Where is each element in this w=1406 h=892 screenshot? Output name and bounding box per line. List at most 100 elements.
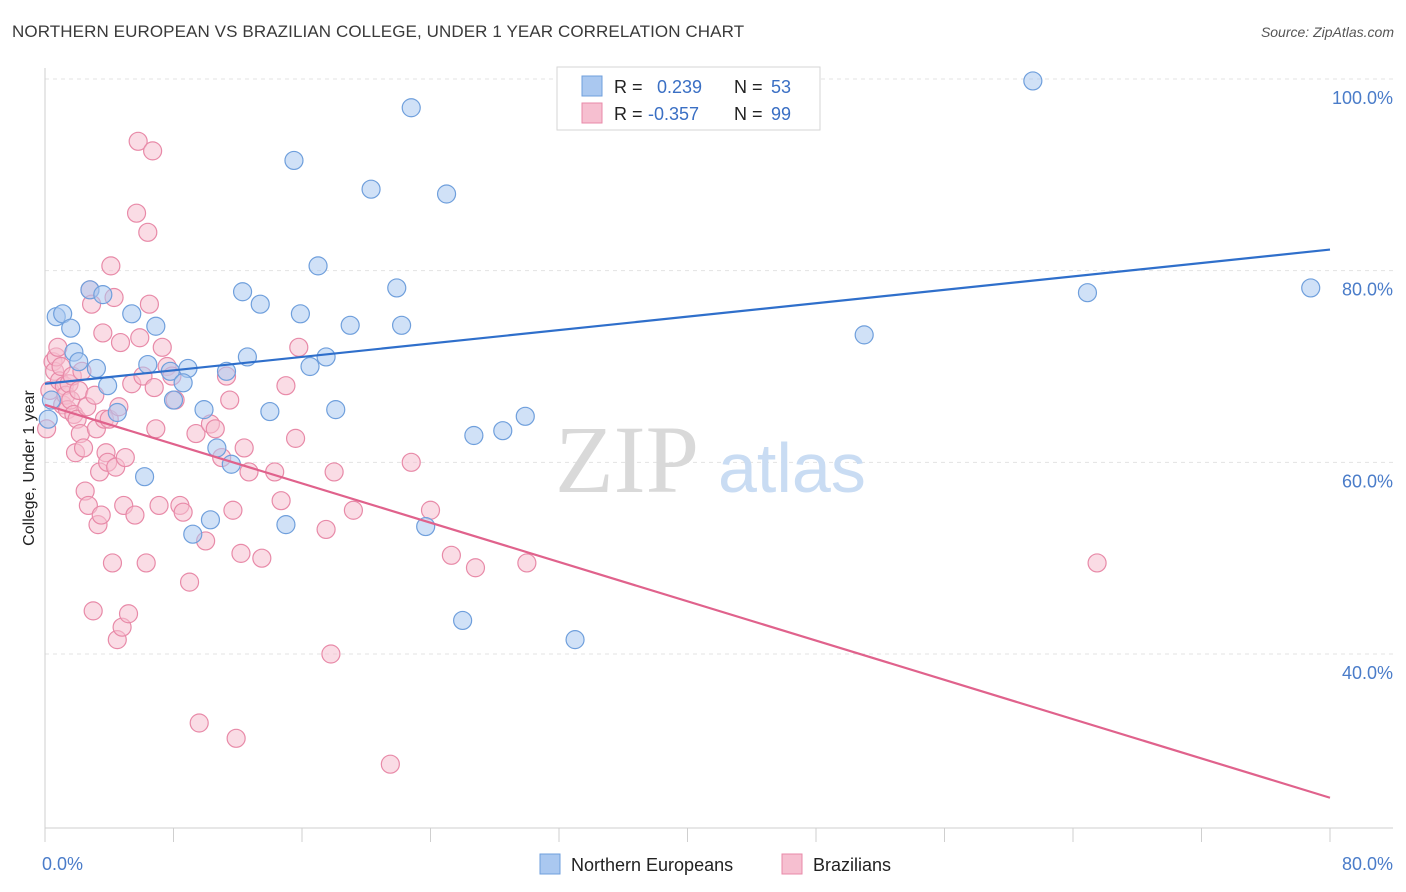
point-brazilian bbox=[517, 553, 537, 573]
point-northern-european bbox=[276, 515, 296, 535]
point-northern-european bbox=[146, 316, 166, 336]
point-brazilian bbox=[73, 438, 94, 458]
point-northern-european bbox=[200, 510, 221, 530]
point-northern-european bbox=[86, 358, 107, 379]
point-brazilian bbox=[380, 754, 400, 774]
point-northern-european bbox=[515, 406, 535, 426]
point-northern-european bbox=[453, 610, 473, 631]
point-brazilian bbox=[139, 294, 160, 314]
y-tick-label: 80.0% bbox=[1342, 280, 1393, 300]
point-northern-european bbox=[300, 356, 320, 377]
x-tick-label: 0.0% bbox=[42, 854, 83, 874]
point-northern-european bbox=[436, 184, 457, 204]
point-northern-european bbox=[493, 421, 513, 441]
point-brazilian bbox=[85, 385, 105, 405]
point-northern-european bbox=[194, 400, 214, 420]
gridlines bbox=[45, 78, 1393, 655]
point-brazilian bbox=[146, 419, 166, 439]
point-northern-european bbox=[260, 401, 280, 422]
point-northern-european bbox=[138, 354, 158, 375]
point-northern-european bbox=[173, 373, 193, 393]
legend-n-value-2: 99 bbox=[771, 104, 791, 124]
legend-bottom-swatch-blue bbox=[539, 853, 561, 875]
trend-lines bbox=[44, 248, 1331, 799]
point-northern-european bbox=[290, 304, 310, 324]
point-northern-european bbox=[69, 352, 89, 372]
point-northern-european bbox=[391, 315, 412, 335]
chart-title: NORTHERN EUROPEAN VS BRAZILIAN COLLEGE, … bbox=[12, 22, 745, 41]
point-brazilian bbox=[465, 558, 486, 578]
point-brazilian bbox=[321, 644, 341, 664]
point-brazilian bbox=[126, 203, 147, 223]
point-northern-european bbox=[340, 315, 360, 335]
point-brazilian bbox=[69, 380, 89, 401]
legend-n-value-1: 53 bbox=[771, 77, 791, 97]
series-northern-europeans bbox=[38, 71, 1321, 650]
legend-bottom: Northern Europeans Brazilians bbox=[539, 853, 891, 875]
watermark-zip: ZIP bbox=[555, 406, 699, 513]
point-northern-european bbox=[1301, 278, 1321, 298]
point-northern-european bbox=[464, 425, 484, 446]
point-northern-european bbox=[61, 318, 81, 338]
point-brazilian bbox=[130, 328, 150, 348]
point-brazilian bbox=[179, 572, 200, 592]
point-brazilian bbox=[125, 505, 145, 525]
point-northern-european bbox=[308, 256, 328, 276]
legend-n-label-1: N = bbox=[734, 77, 763, 97]
point-northern-european bbox=[98, 376, 118, 396]
point-brazilian bbox=[173, 502, 193, 522]
point-brazilian bbox=[152, 337, 172, 357]
point-northern-european bbox=[361, 179, 381, 199]
legend-swatch-pink bbox=[581, 102, 603, 124]
point-brazilian bbox=[226, 728, 246, 748]
point-northern-european bbox=[93, 285, 113, 305]
trend-line-northern-europeans bbox=[44, 248, 1331, 385]
point-brazilian bbox=[138, 222, 158, 242]
point-northern-european bbox=[183, 524, 203, 544]
point-brazilian bbox=[316, 519, 336, 540]
tick-labels: 40.0% 60.0% 80.0% 100.0% 0.0% 80.0% bbox=[42, 88, 1393, 874]
axes bbox=[44, 68, 1393, 842]
point-brazilian bbox=[143, 141, 163, 161]
point-brazilian bbox=[289, 337, 309, 357]
point-northern-european bbox=[53, 304, 73, 324]
point-brazilian bbox=[205, 419, 225, 439]
point-brazilian bbox=[1087, 553, 1107, 573]
chart-source: Source: ZipAtlas.com bbox=[1260, 24, 1394, 40]
y-tick-label: 40.0% bbox=[1342, 663, 1393, 683]
legend-bottom-label-1: Northern Europeans bbox=[571, 855, 733, 875]
watermark: ZIP atlas bbox=[555, 406, 866, 513]
point-brazilian bbox=[441, 545, 461, 565]
point-brazilian bbox=[93, 323, 113, 343]
point-northern-european bbox=[207, 438, 227, 458]
legend-r-label-2: R = bbox=[614, 104, 643, 124]
point-brazilian bbox=[276, 376, 296, 396]
point-brazilian bbox=[231, 543, 251, 563]
point-brazilian bbox=[234, 438, 254, 458]
trend-line-brazilians bbox=[44, 403, 1331, 799]
point-brazilian bbox=[285, 428, 306, 448]
y-tick-label: 100.0% bbox=[1332, 88, 1393, 108]
point-northern-european bbox=[854, 325, 874, 345]
point-northern-european bbox=[387, 278, 407, 298]
legend-r-label-1: R = bbox=[614, 77, 643, 97]
legend-r-value-2: -0.357 bbox=[648, 104, 699, 124]
point-brazilian bbox=[101, 256, 121, 276]
x-tick-label: 80.0% bbox=[1342, 854, 1393, 874]
point-brazilian bbox=[78, 495, 98, 516]
point-northern-european bbox=[122, 304, 142, 324]
point-brazilian bbox=[271, 491, 291, 511]
point-northern-european bbox=[232, 282, 253, 302]
y-axis-label: College, Under 1 year bbox=[21, 390, 38, 546]
point-northern-european bbox=[1023, 71, 1043, 91]
legend-r-value-1: 0.239 bbox=[657, 77, 702, 97]
point-northern-european bbox=[1077, 283, 1098, 303]
point-brazilian bbox=[220, 390, 240, 410]
watermark-atlas: atlas bbox=[718, 429, 866, 507]
point-northern-european bbox=[38, 409, 58, 429]
point-northern-european bbox=[284, 150, 304, 171]
point-brazilian bbox=[239, 462, 259, 482]
point-brazilian bbox=[136, 553, 156, 573]
point-brazilian bbox=[401, 452, 421, 472]
